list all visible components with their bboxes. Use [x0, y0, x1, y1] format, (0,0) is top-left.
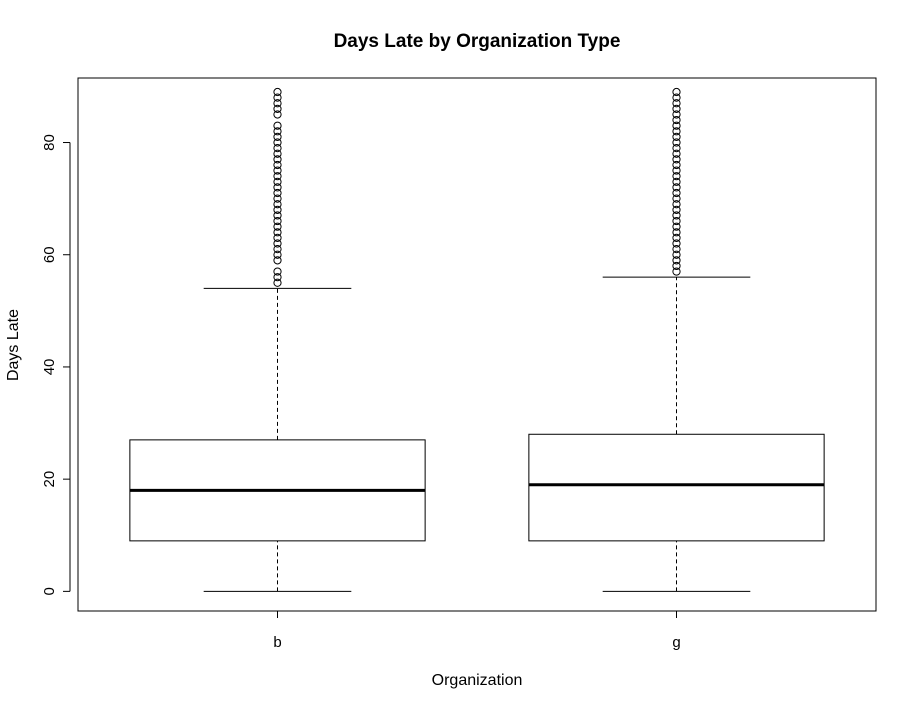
outlier-point — [273, 138, 282, 147]
outlier-point — [273, 121, 282, 130]
outlier-point — [672, 138, 681, 147]
outlier-point — [273, 278, 282, 287]
y-axis: 0 20 40 60 80 — [41, 134, 71, 596]
outlier-point — [672, 194, 681, 203]
outlier-point — [273, 99, 282, 108]
y-tick-label: 20 — [41, 471, 58, 488]
outlier-point — [273, 222, 282, 231]
outlier-point — [273, 160, 282, 170]
outlier-point — [273, 172, 282, 181]
outlier-point — [273, 233, 282, 242]
outlier-point — [672, 144, 681, 153]
y-axis-label: Days Late — [5, 309, 22, 381]
outlier-point — [672, 166, 681, 175]
outlier-point — [273, 132, 282, 142]
outlier-point — [273, 177, 282, 186]
outlier-point — [273, 155, 282, 164]
outlier-point — [672, 115, 681, 125]
outlier-point — [273, 267, 282, 276]
outlier-point — [273, 166, 282, 175]
outlier-point — [672, 233, 681, 242]
outlier-point — [672, 160, 681, 170]
outlier-point — [672, 239, 681, 248]
y-tick-label: 40 — [41, 359, 58, 376]
outlier-point — [672, 256, 681, 265]
outlier-point — [273, 216, 282, 226]
outlier-point — [672, 127, 681, 136]
outlier-point — [672, 188, 681, 198]
outlier-point — [273, 250, 282, 259]
outlier-point — [672, 172, 681, 181]
outlier-point — [672, 228, 681, 237]
x-tick-label: g — [672, 634, 680, 651]
outlier-point — [273, 245, 282, 254]
iqr-box — [528, 433, 825, 542]
outlier-point — [273, 273, 282, 282]
outlier-point — [672, 200, 681, 209]
outlier-point — [672, 99, 681, 108]
outlier-point — [672, 211, 681, 220]
outlier-point — [672, 267, 681, 276]
box-b — [129, 87, 426, 592]
outlier-point — [672, 155, 681, 164]
outlier-point — [672, 183, 681, 192]
outlier-point — [273, 87, 282, 97]
outlier-point — [672, 110, 681, 119]
outlier-point — [672, 149, 681, 158]
y-tick-label: 60 — [41, 246, 58, 263]
outlier-point — [273, 93, 282, 102]
outlier-point — [672, 121, 681, 130]
outlier-point — [672, 87, 681, 97]
outlier-point — [273, 200, 282, 209]
outlier-point — [672, 250, 681, 259]
outlier-point — [672, 93, 681, 102]
outlier-point — [273, 228, 282, 237]
outlier-point — [672, 132, 681, 142]
outlier-point — [273, 188, 282, 198]
box-g — [528, 87, 825, 592]
outlier-point — [273, 205, 282, 214]
outlier-point — [672, 216, 681, 226]
chart-title: Days Late by Organization Type — [334, 31, 621, 52]
x-tick-label: b — [273, 634, 281, 651]
outlier-point — [672, 261, 681, 271]
outlier-point — [273, 144, 282, 153]
outlier-point — [672, 222, 681, 231]
outlier-point — [273, 104, 282, 113]
outlier-point — [273, 256, 282, 265]
outlier-point — [273, 239, 282, 248]
x-axis-label: Organization — [432, 672, 523, 689]
outlier-point — [273, 194, 282, 203]
outlier-point — [672, 245, 681, 254]
boxes-layer — [129, 87, 825, 592]
outlier-point — [273, 211, 282, 220]
y-tick-label: 0 — [41, 587, 58, 595]
outlier-point — [273, 183, 282, 192]
y-tick-label: 80 — [41, 134, 58, 151]
outlier-point — [273, 149, 282, 158]
outlier-point — [273, 110, 282, 119]
outlier-point — [672, 177, 681, 186]
outlier-point — [273, 127, 282, 136]
outlier-point — [672, 104, 681, 113]
outlier-point — [672, 205, 681, 214]
